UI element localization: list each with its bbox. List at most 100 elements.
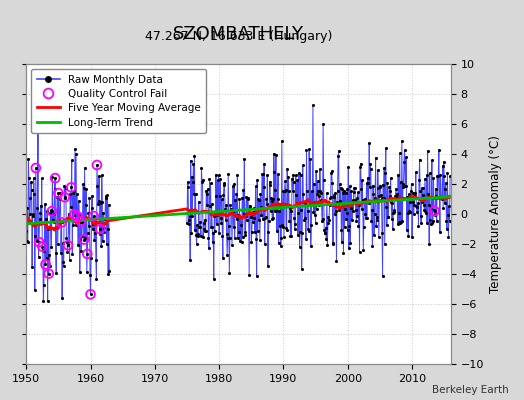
Point [95, 230, 104, 237]
Point [68, 251, 77, 257]
Point [42, 215, 50, 222]
Point [53, 241, 62, 247]
Point [427, 205, 435, 211]
Point [318, 197, 326, 203]
Point [406, 198, 414, 205]
Point [197, 164, 205, 171]
Point [22, 227, 30, 234]
Point [93, 162, 101, 168]
Point [231, 235, 239, 241]
Point [303, 208, 312, 214]
Point [235, 196, 244, 202]
Point [357, 206, 366, 212]
Point [24, 239, 32, 245]
Point [285, 188, 293, 194]
Point [362, 180, 370, 186]
Point [223, 230, 231, 237]
Point [100, 228, 108, 235]
Point [420, 207, 429, 213]
Point [73, 213, 82, 220]
Point [254, 196, 263, 202]
Point [193, 222, 201, 228]
Point [369, 182, 377, 189]
Point [348, 197, 357, 204]
Point [418, 198, 427, 205]
Point [245, 202, 254, 209]
Point [339, 250, 347, 256]
Point [326, 195, 334, 202]
Point [50, 219, 58, 226]
Point [259, 216, 267, 222]
Point [288, 187, 297, 194]
Point [220, 182, 228, 188]
Point [261, 215, 269, 221]
Point [263, 200, 271, 207]
Point [209, 230, 217, 236]
Point [356, 164, 364, 170]
Point [246, 204, 254, 211]
Point [325, 217, 333, 223]
Point [189, 179, 197, 185]
Point [358, 177, 366, 183]
Point [280, 188, 289, 195]
Point [315, 166, 324, 172]
Point [331, 211, 339, 217]
Point [336, 185, 345, 191]
Point [265, 178, 274, 185]
Point [198, 177, 206, 183]
Point [210, 276, 218, 282]
Point [337, 238, 346, 245]
Point [49, 216, 57, 223]
Point [185, 213, 194, 220]
Point [103, 226, 112, 232]
Point [52, 270, 60, 277]
Point [78, 218, 86, 225]
Point [58, 295, 67, 301]
Point [70, 212, 79, 218]
Point [278, 138, 286, 144]
Point [191, 227, 199, 234]
Point [357, 186, 365, 192]
Point [342, 216, 351, 222]
Point [328, 179, 336, 186]
Point [42, 254, 51, 261]
Point [237, 222, 245, 228]
Point [27, 179, 35, 186]
Point [380, 165, 388, 171]
Point [266, 182, 274, 188]
Point [31, 165, 40, 171]
Point [225, 222, 233, 229]
Point [237, 239, 246, 245]
Point [212, 193, 221, 199]
Point [48, 208, 56, 214]
Point [297, 207, 305, 214]
Point [330, 194, 338, 200]
Point [429, 175, 438, 182]
Point [94, 201, 102, 207]
Point [51, 175, 59, 181]
Point [272, 151, 280, 158]
Point [73, 213, 82, 220]
Point [292, 200, 301, 206]
Point [394, 171, 402, 178]
Point [437, 194, 445, 200]
Point [353, 213, 362, 219]
Point [379, 194, 388, 201]
Point [344, 164, 353, 171]
Point [364, 180, 373, 186]
Point [416, 156, 424, 163]
Point [93, 162, 101, 168]
Point [268, 216, 276, 222]
Point [435, 194, 444, 200]
Point [27, 187, 36, 194]
Point [283, 202, 292, 208]
Point [61, 194, 69, 200]
Point [190, 153, 199, 160]
Point [398, 138, 406, 144]
Point [200, 220, 209, 226]
Point [258, 171, 266, 178]
Point [96, 200, 105, 206]
Point [280, 234, 288, 240]
Point [71, 146, 79, 152]
Point [26, 195, 35, 202]
